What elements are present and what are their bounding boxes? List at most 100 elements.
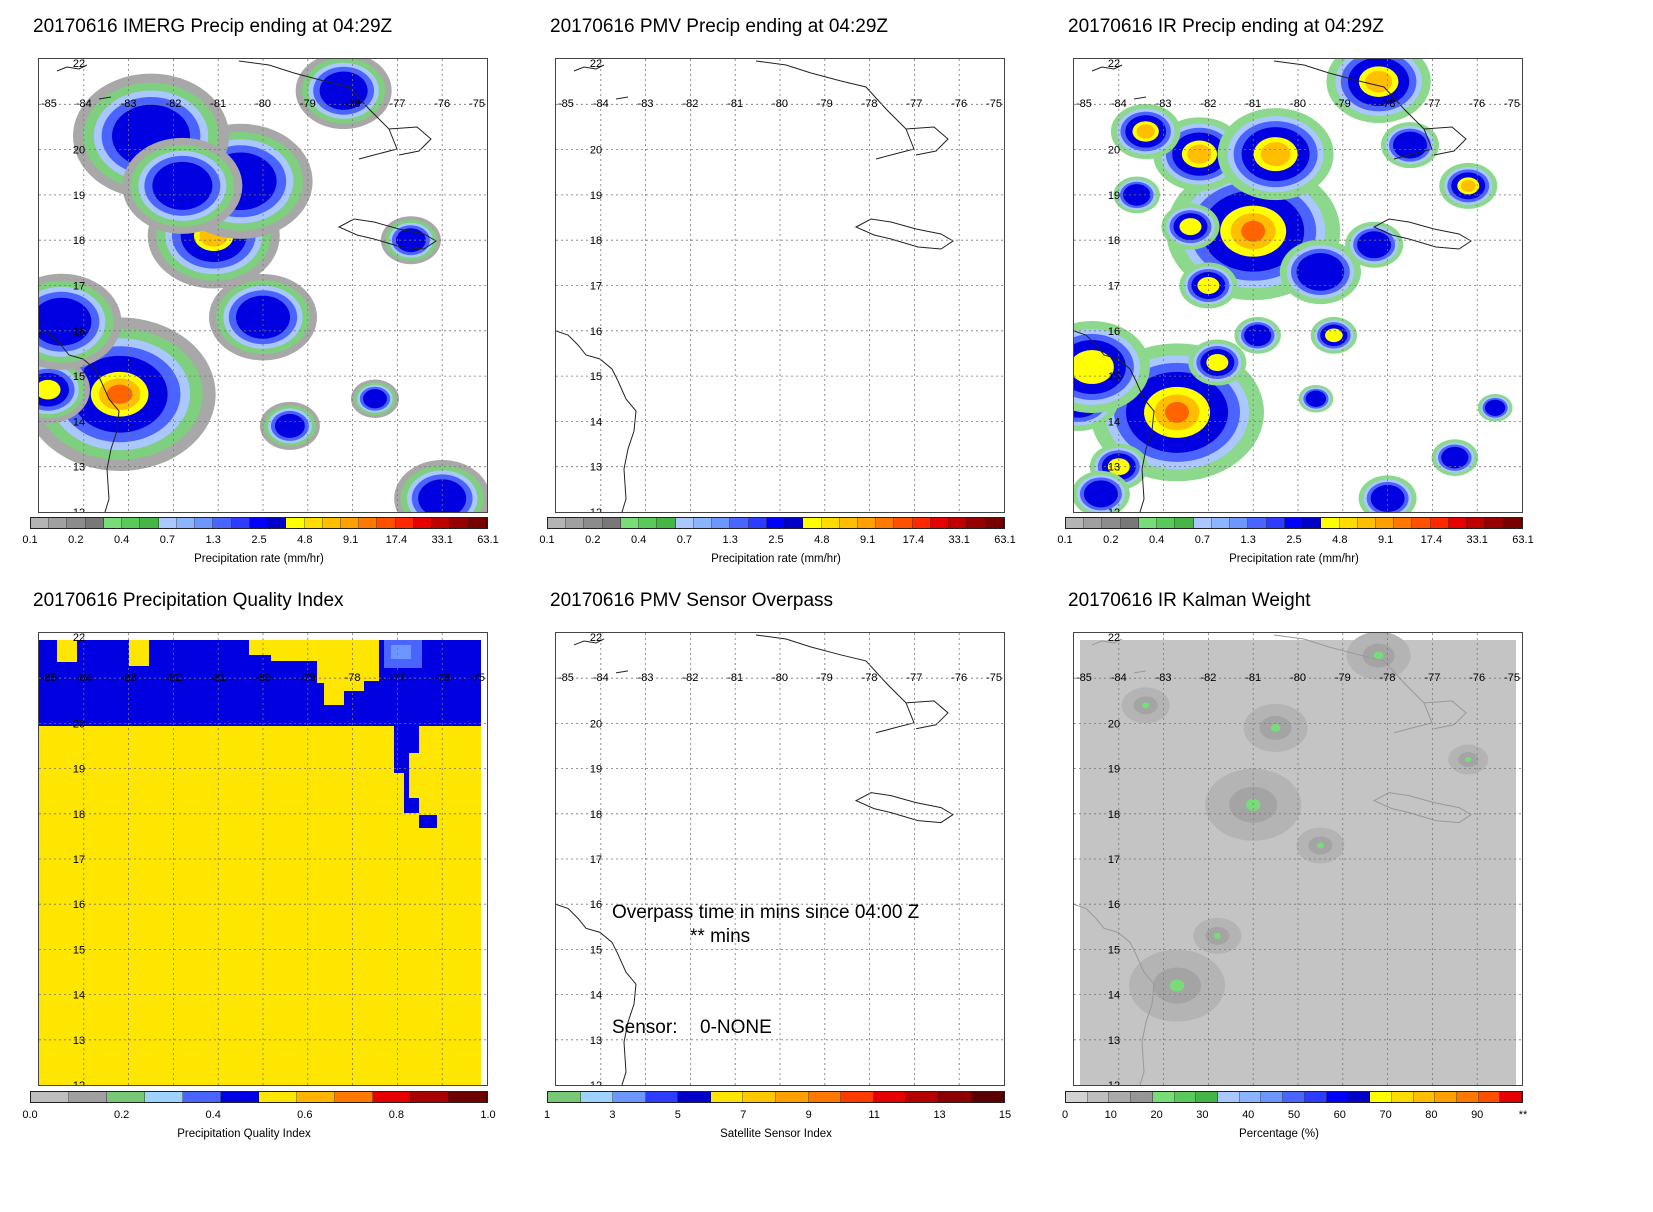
- colorbar-swatch: [1218, 1092, 1240, 1102]
- lat-tick-label: 15: [1108, 371, 1120, 383]
- colorbar-imerg: [30, 517, 488, 529]
- lat-tick-label: 16: [73, 326, 85, 338]
- colorbar-swatch: [1500, 1092, 1523, 1102]
- map-pqi: -85 -84 -83 -82 -81 -80 -79 -78 -77 -76 -75 22 20 19 1…: [38, 632, 488, 1086]
- kalman-map: -85 -84 -83 -82 -81 -80 -79 -78 -77 -76 -75 22 20 19 1…: [1074, 633, 1522, 1085]
- lat-tick-label: 17: [590, 281, 602, 293]
- lat-tick-label: 12: [1108, 507, 1120, 512]
- ir-field: [1074, 59, 1513, 512]
- ir-cell: [1110, 103, 1181, 160]
- colorbar-tick-label: 10: [1104, 1109, 1117, 1121]
- lon-tick-label: -81: [727, 672, 743, 684]
- lon-tick-label: -82: [682, 672, 698, 684]
- colorbar-tick-label: 40: [1242, 1109, 1255, 1121]
- colorbar-tick-label: 70: [1379, 1109, 1392, 1121]
- lon-tick-label: -84: [76, 98, 92, 110]
- colorbar-ticks: 0.1 0.2 0.4 0.7 1.3 2.5 4.8 9.1 17.4 33.1 63.1: [539, 534, 1015, 548]
- colorbar-swatch: [31, 518, 50, 528]
- lon-tick-label: -85: [1076, 98, 1092, 110]
- colorbar-swatch: [432, 518, 451, 528]
- panel-title: 20170616 IMERG Precip ending at 04:29Z: [33, 16, 393, 37]
- colorbar-tick-label: 4.8: [814, 534, 830, 546]
- colorbar-swatch: [1430, 518, 1449, 528]
- pmv-precip-map: -85 -84 -83 -82 -81 -80 -79 -78 -77 -76 -75 22 20 19 1…: [556, 59, 1004, 512]
- lat-tick-label: 14: [1108, 990, 1120, 1002]
- contour-ring: [1393, 131, 1427, 159]
- lat-tick-label: 22: [590, 633, 602, 644]
- colorbar-swatch: [785, 518, 804, 528]
- coastline: [1372, 792, 1472, 824]
- map-grid: [1074, 633, 1522, 1085]
- lon-tick-label: -78: [862, 98, 878, 110]
- colorbar-tick-label: 9: [805, 1109, 812, 1121]
- colorbar-swatch: [140, 518, 159, 528]
- imerg-cell: [39, 273, 122, 370]
- contour-ring: [1187, 144, 1212, 164]
- colorbar-tick-label: 0.4: [205, 1109, 221, 1121]
- colorbar-ticks: 0 10 20 30 40 50 60 70 80 90 **: [1062, 1109, 1527, 1123]
- colorbar-swatch: [912, 518, 931, 528]
- pqi-map: -85 -84 -83 -82 -81 -80 -79 -78 -77 -76 -75 22 20 19 1…: [39, 633, 487, 1085]
- contour-ring: [1465, 757, 1472, 763]
- lat-tick-label: 13: [1108, 1035, 1120, 1047]
- lat-tick-label: 13: [73, 462, 85, 474]
- lon-tick-label: -80: [255, 672, 271, 684]
- sensor-label: Sensor:: [612, 1017, 678, 1038]
- coastline: [556, 330, 637, 512]
- map-grid: [39, 59, 487, 512]
- colorbar-kalman: [1065, 1091, 1523, 1103]
- colorbar-swatch: [1435, 1092, 1457, 1102]
- colorbar-label: Precipitation rate (mm/hr): [711, 553, 841, 565]
- lat-tick-label: 22: [73, 633, 85, 644]
- map-kalman: -85 -84 -83 -82 -81 -80 -79 -78 -77 -76 -75 22 20 19 1…: [1073, 632, 1523, 1086]
- colorbar-swatch: [839, 518, 858, 528]
- colorbar-tick-label: 33.1: [1466, 534, 1488, 546]
- imerg-cell: [209, 274, 317, 361]
- colorbar-swatch: [808, 1092, 842, 1102]
- colorbar-swatch: [286, 518, 305, 528]
- colorbar-swatch: [894, 518, 913, 528]
- lon-tick-label: -79: [817, 98, 833, 110]
- colorbar-swatch: [1211, 518, 1231, 528]
- lat-tick-label: 19: [73, 190, 85, 202]
- panel-kalman: 20170616 IR Kalman Weight -85 -84 -83 -82 -8…: [1035, 590, 1580, 1190]
- pqi-region-high: [129, 640, 149, 666]
- lat-tick-label: 20: [73, 718, 85, 730]
- contour-ring: [1441, 446, 1469, 469]
- colorbar-swatch: [906, 1092, 939, 1102]
- map-axis-labels: -85 -84 -83 -82 -81 -80 -79 -78 -77 -76 -75 22 20 19 1…: [1076, 633, 1520, 1085]
- colorbar-tick-label: 17.4: [1420, 534, 1443, 546]
- colorbar-swatch: [322, 518, 341, 528]
- lon-tick-label: -77: [389, 672, 405, 684]
- colorbar-swatch: [176, 518, 196, 528]
- overpass-time-text: Overpass time in mins since 04:00 Z: [612, 902, 920, 923]
- lat-tick-label: 13: [590, 1035, 602, 1047]
- colorbar-tick-label: 0.7: [676, 534, 693, 546]
- contour-ring: [1142, 702, 1150, 709]
- colorbar-swatch: [183, 1092, 221, 1102]
- colorbar-swatch: [268, 518, 287, 528]
- colorbar-swatch: [613, 1092, 646, 1102]
- contour-ring: [1083, 480, 1118, 508]
- lon-tick-label: -83: [1156, 98, 1172, 110]
- coastline: [1091, 634, 1467, 734]
- lon-tick-label: -80: [255, 98, 271, 110]
- colorbar-tick-label: 50: [1287, 1109, 1301, 1121]
- colorbar-label: Satellite Sensor Index: [720, 1128, 832, 1140]
- colorbar-sensor: [547, 1091, 1005, 1103]
- panel-sensor: 20170616 PMV Sensor Overpass -85 -84 -83 -8…: [517, 590, 1062, 1190]
- panel-title: 20170616 PMV Precip ending at 04:29Z: [550, 16, 889, 37]
- colorbar-swatch: [1138, 518, 1158, 528]
- colorbar-label: Precipitation rate (mm/hr): [1229, 553, 1359, 565]
- colorbar-tick-label: 0.6: [297, 1109, 313, 1121]
- lat-tick-label: 20: [590, 718, 602, 730]
- lon-tick-label: -81: [727, 98, 743, 110]
- lat-tick-label: 13: [590, 462, 602, 474]
- lon-tick-label: -75: [986, 672, 1002, 684]
- contour-ring: [1260, 142, 1291, 167]
- contour-ring: [1270, 723, 1281, 732]
- ir-precip-map: -85 -84 -83 -82 -81 -80 -79 -78 -77 -76 -75 22 20 19 1…: [1074, 59, 1522, 512]
- colorbar-swatch: [107, 1092, 145, 1102]
- contour-ring: [1373, 651, 1384, 660]
- imerg-precip-map: -85 -84 -83 -82 -81 -80 -79 -78 -77 -76 -75 22 20 19 1…: [39, 59, 487, 512]
